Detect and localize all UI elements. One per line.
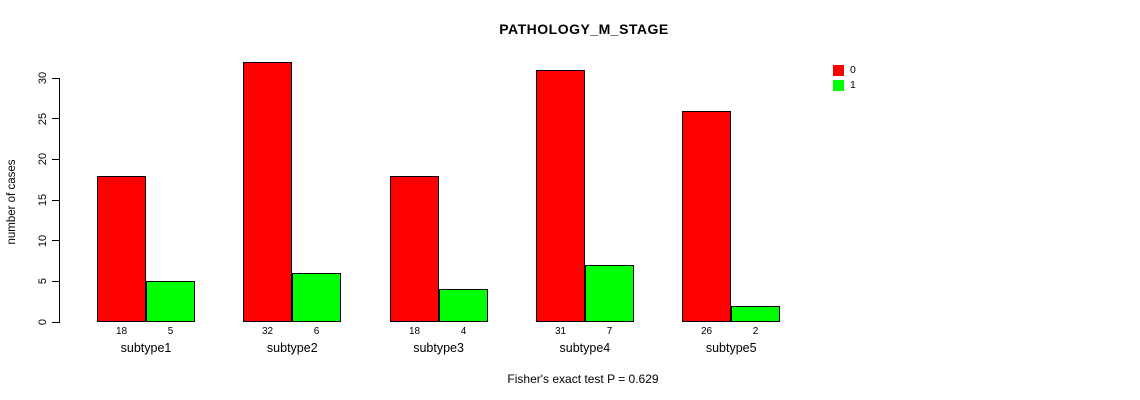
category-label-subtype1: subtype1	[120, 341, 172, 355]
y-tick-mark	[52, 77, 59, 79]
y-tick-mark	[52, 118, 59, 120]
chart-title: PATHOLOGY_M_STAGE	[499, 21, 669, 37]
category-label-subtype4: subtype4	[559, 341, 611, 355]
legend-label: 0	[850, 64, 856, 76]
bar-count-label: 5	[167, 326, 174, 337]
legend-swatch-green	[833, 80, 844, 91]
y-tick-mark	[52, 321, 59, 323]
bar-count-label: 31	[554, 326, 567, 337]
y-tick-label: 10	[37, 234, 49, 247]
fisher-test-annotation: Fisher's exact test P = 0.629	[507, 372, 659, 386]
bar-subtype1-series-0	[97, 176, 146, 322]
y-tick-label: 0	[37, 318, 49, 326]
y-tick-mark	[52, 240, 59, 242]
legend: 0 1	[833, 65, 856, 95]
bar-subtype4-series-0	[536, 70, 585, 322]
legend-entry-0: 0	[833, 65, 856, 76]
y-axis-line	[59, 78, 60, 323]
bar-count-label: 6	[313, 326, 320, 337]
bar-count-label: 18	[408, 326, 421, 337]
y-tick-mark	[52, 199, 59, 201]
bar-count-label: 4	[460, 326, 467, 337]
category-label-subtype3: subtype3	[413, 341, 464, 355]
y-tick-label: 30	[37, 71, 49, 85]
bar-subtype5-series-1	[731, 306, 780, 322]
y-tick-label: 15	[37, 193, 49, 207]
category-label-subtype2: subtype2	[266, 341, 318, 355]
bar-count-label: 18	[115, 326, 128, 337]
bar-subtype3-series-0	[390, 176, 439, 322]
bar-subtype2-series-0	[243, 62, 292, 322]
bar-count-label: 26	[700, 326, 713, 337]
bar-count-label: 7	[606, 326, 613, 337]
legend-label: 1	[850, 79, 856, 91]
y-axis-label: number of cases	[6, 159, 18, 245]
bar-subtype2-series-1	[292, 273, 341, 322]
legend-swatch-red	[833, 65, 844, 76]
y-tick-mark	[52, 280, 59, 282]
bar-subtype3-series-1	[439, 289, 488, 322]
bar-count-label: 2	[752, 326, 759, 337]
legend-entry-1: 1	[833, 80, 856, 91]
bar-subtype1-series-1	[146, 281, 195, 322]
bar-subtype4-series-1	[585, 265, 634, 322]
y-tick-label: 5	[37, 278, 49, 285]
bar-count-label: 32	[261, 326, 274, 337]
y-tick-label: 25	[37, 112, 49, 125]
bar-subtype5-series-0	[682, 111, 731, 322]
category-label-subtype5: subtype5	[705, 341, 757, 355]
y-tick-label: 20	[37, 153, 49, 166]
y-tick-mark	[52, 158, 59, 160]
